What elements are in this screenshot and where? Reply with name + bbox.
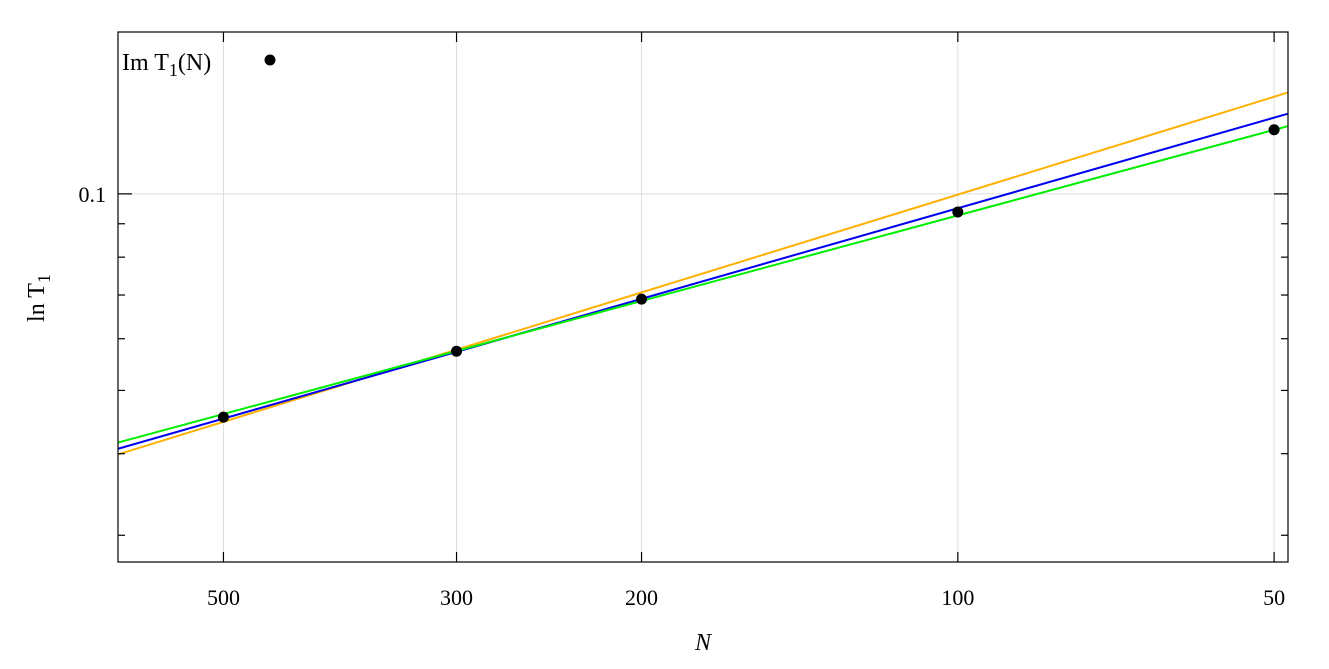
- fit-line-1: [117, 91, 1289, 456]
- x-tick-label: 50: [1263, 585, 1285, 610]
- legend-marker: [264, 54, 276, 66]
- y-axis-label: ln T1: [24, 274, 54, 322]
- fit-line-2: [117, 112, 1289, 450]
- data-point: [1268, 124, 1280, 136]
- fit-line-3: [117, 125, 1289, 444]
- data-point: [952, 206, 964, 218]
- data-points: [217, 124, 1280, 423]
- data-point: [636, 293, 648, 305]
- x-axis-label: N: [694, 630, 713, 656]
- grid: [118, 32, 1288, 562]
- plot-frame: [117, 31, 1289, 563]
- ticks: 500 300 200 100 50 0.1: [79, 32, 1288, 610]
- fit-lines: [117, 91, 1289, 456]
- x-tick-label: 100: [941, 585, 974, 610]
- x-tick-label: 300: [440, 585, 473, 610]
- data-point: [217, 411, 229, 423]
- legend-label: Im T1(N): [122, 50, 211, 80]
- legend: Im T1(N): [122, 50, 276, 80]
- x-tick-label: 200: [625, 585, 658, 610]
- y-tick-label: 0.1: [79, 182, 107, 207]
- data-point: [451, 345, 463, 357]
- x-tick-label: 500: [207, 585, 240, 610]
